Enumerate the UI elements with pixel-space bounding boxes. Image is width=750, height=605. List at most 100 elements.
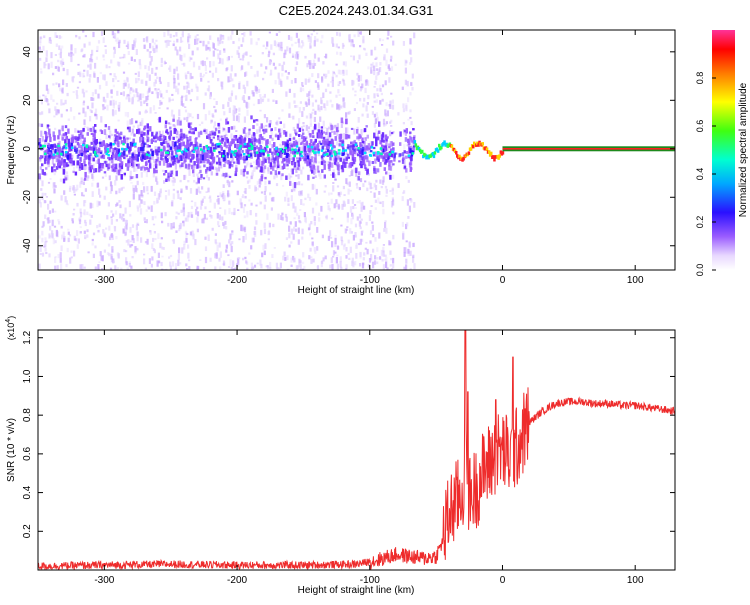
noise-speckle [339,191,342,195]
noise-speckle [335,63,338,66]
noise-speckle [136,207,140,212]
noise-speckle [126,77,129,83]
noise-speckle [116,202,119,206]
noise-speckle [55,109,58,116]
noise-speckle [169,254,173,258]
noise-speckle [220,81,223,87]
noise-speckle [389,104,392,109]
noise-speckle [308,91,311,97]
noise-speckle [264,195,267,202]
noise-speckle [133,59,136,62]
signal-peak [65,146,68,149]
noise-speckle [352,87,355,91]
signal-cell [291,151,295,155]
noise-speckle [243,226,247,233]
signal-cell [80,147,83,151]
noise-speckle [329,122,332,127]
noise-speckle [133,40,136,46]
noise-speckle [71,220,74,224]
noise-speckle [132,187,135,194]
noise-speckle [351,260,354,267]
noise-speckle [140,237,143,243]
signal-cell [356,129,359,134]
signal-cell [120,140,124,144]
signal-cell [363,141,366,145]
noise-speckle [214,48,217,51]
noise-speckle [88,167,91,174]
noise-speckle [83,53,86,58]
noise-speckle [325,53,328,59]
noise-speckle [216,49,219,52]
noise-speckle [160,93,163,98]
signal-transition-cell [469,147,473,151]
noise-speckle [295,61,299,66]
noise-speckle [170,201,174,207]
signal-cell [164,170,168,173]
noise-speckle [354,261,357,266]
signal-peak [166,151,170,154]
noise-speckle [151,67,154,74]
signal-cell [383,145,386,150]
noise-speckle [350,55,353,58]
noise-speckle [51,208,54,213]
noise-speckle [82,30,85,33]
noise-speckle [199,72,202,78]
signal-cell [128,151,131,155]
colorbar-gradient [712,30,735,270]
signal-cell [313,145,317,151]
noise-speckle [192,233,195,240]
noise-speckle [92,97,95,101]
noise-speckle [79,71,82,76]
noise-speckle [343,268,346,270]
noise-speckle [341,133,344,136]
signal-cell [170,170,173,175]
noise-speckle [156,92,159,99]
noise-speckle [301,111,304,117]
noise-speckle [231,230,234,236]
noise-speckle [40,68,43,70]
noise-speckle [223,48,226,51]
noise-speckle [412,254,415,259]
noise-speckle [409,92,412,96]
signal-cell [390,153,393,158]
noise-speckle [286,76,289,80]
noise-speckle [109,181,113,187]
signal-transition-cell [498,154,501,158]
noise-speckle [370,254,373,261]
noise-speckle [79,231,82,234]
signal-cell [299,152,302,156]
signal-cell [359,150,362,155]
signal-cell [123,172,126,176]
noise-speckle [314,168,317,174]
y-tick-label: 20 [22,94,33,106]
signal-cell [347,134,351,139]
noise-speckle [160,246,164,250]
noise-speckle [202,40,205,47]
noise-speckle [167,222,170,227]
noise-speckle [287,197,290,203]
noise-speckle [115,236,118,240]
signal-cell [307,174,310,181]
noise-speckle [88,213,91,217]
noise-speckle [151,216,154,221]
signal-cell [98,166,101,173]
noise-speckle [376,88,379,92]
noise-speckle [135,77,138,84]
noise-speckle [77,269,80,270]
x-tick-label: 0 [500,575,506,586]
signal-cell [242,155,246,161]
noise-speckle [404,247,407,254]
noise-speckle [268,165,271,167]
noise-speckle [58,53,61,56]
signal-peak [307,145,310,148]
noise-speckle [192,166,195,170]
noise-speckle [356,72,359,76]
noise-speckle [39,112,42,116]
noise-speckle [180,188,183,192]
noise-speckle [169,65,172,72]
noise-speckle [61,87,64,94]
signal-cell [64,177,68,181]
noise-speckle [209,214,212,217]
signal-cell [306,155,310,160]
noise-speckle [88,78,91,83]
